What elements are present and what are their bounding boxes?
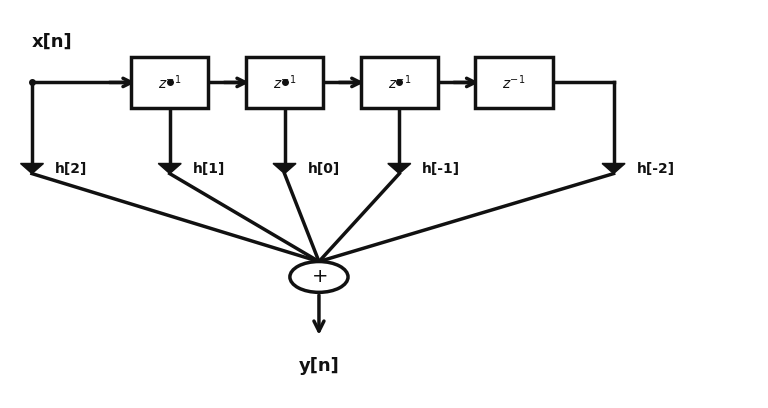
Polygon shape: [273, 164, 296, 174]
FancyBboxPatch shape: [361, 57, 438, 108]
Circle shape: [290, 262, 348, 293]
Text: h[1]: h[1]: [193, 162, 225, 175]
FancyBboxPatch shape: [131, 57, 208, 108]
Text: h[-1]: h[-1]: [422, 162, 460, 175]
Polygon shape: [158, 164, 181, 174]
Text: h[0]: h[0]: [307, 162, 339, 175]
Polygon shape: [602, 164, 625, 174]
Text: h[-2]: h[-2]: [637, 162, 674, 175]
Text: $+$: $+$: [311, 267, 327, 286]
Text: $z^{-1}$: $z^{-1}$: [158, 73, 181, 92]
FancyBboxPatch shape: [246, 57, 323, 108]
Text: $z^{-1}$: $z^{-1}$: [273, 73, 296, 92]
Text: $z^{-1}$: $z^{-1}$: [388, 73, 411, 92]
Text: h[2]: h[2]: [55, 162, 88, 175]
Text: $z^{-1}$: $z^{-1}$: [502, 73, 526, 92]
FancyBboxPatch shape: [475, 57, 553, 108]
Polygon shape: [388, 164, 411, 174]
Polygon shape: [21, 164, 44, 174]
Text: y[n]: y[n]: [299, 357, 339, 375]
Text: x[n]: x[n]: [32, 33, 73, 51]
